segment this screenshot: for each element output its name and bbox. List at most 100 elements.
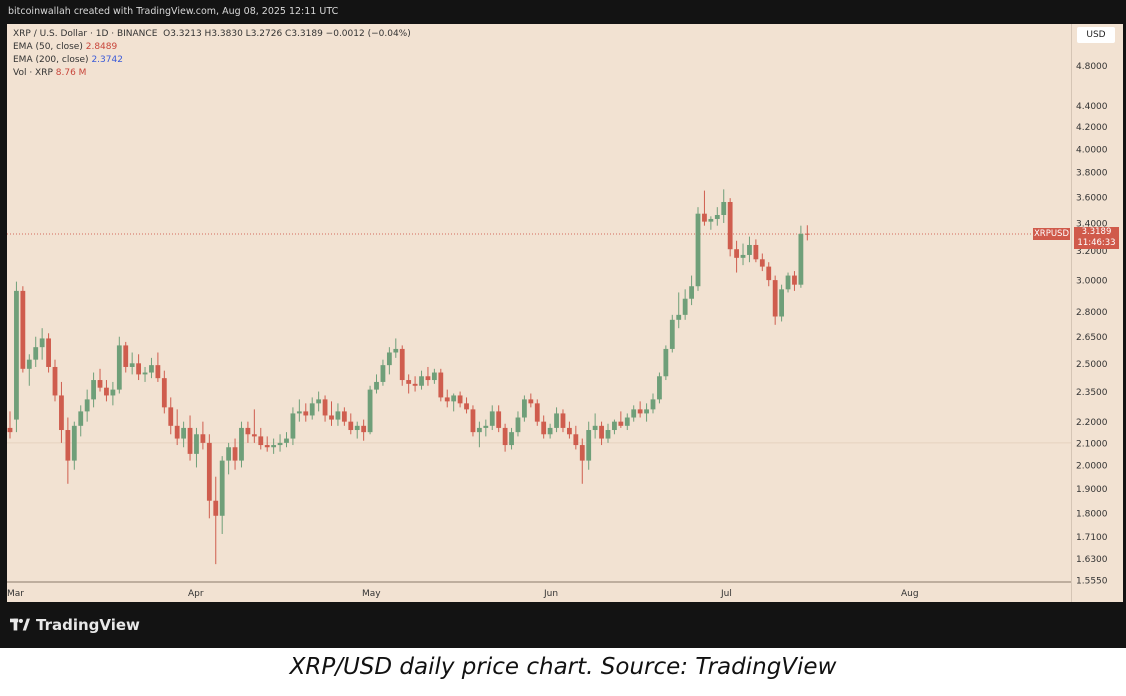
candle-body [747, 244, 752, 255]
candle-body [239, 427, 244, 461]
legend-ema200[interactable]: EMA (200, close) 2.3742 [13, 55, 123, 65]
candle-body [567, 427, 572, 435]
candle-body [284, 438, 289, 443]
x-tick-label: Apr [188, 589, 204, 599]
candle-body [406, 380, 412, 384]
candle-body [541, 421, 547, 435]
candle-body [290, 413, 296, 439]
candle-body [792, 275, 797, 285]
candle-body [695, 213, 701, 287]
candle-body [219, 460, 225, 516]
candle-body [753, 244, 759, 260]
candle-body [309, 403, 315, 416]
candle-body [689, 286, 694, 299]
last-price-tag: 3.3189 11:46:33 [1074, 227, 1119, 249]
symbol-price-label: XRPUSD [1033, 228, 1070, 240]
candle-body [33, 347, 39, 360]
candle-body [393, 348, 399, 353]
plot-area[interactable] [7, 24, 1071, 602]
candle-body [669, 319, 675, 349]
candle-body [592, 425, 598, 431]
candle-body [386, 352, 392, 366]
candle-body [245, 427, 251, 435]
y-tick-label: 1.7100 [1076, 533, 1108, 543]
candle-body [657, 376, 662, 400]
candle-body [71, 425, 77, 461]
x-tick-label: Jul [720, 589, 732, 599]
candle-body [226, 447, 232, 461]
candle-body [149, 365, 154, 373]
candle-body [419, 376, 424, 386]
x-tick-label: Aug [901, 589, 919, 599]
candle-body [78, 411, 84, 426]
candle-body [251, 434, 257, 437]
legend-ema50[interactable]: EMA (50, close) 2.8489 [13, 42, 117, 52]
y-tick-label: 4.4000 [1076, 102, 1108, 112]
y-tick-label: 1.6300 [1076, 555, 1108, 565]
candle-body [14, 290, 19, 420]
candle-body [644, 409, 649, 414]
candle-body [425, 376, 431, 381]
candle-body [721, 201, 727, 215]
candle-body [599, 425, 604, 439]
legend-volume[interactable]: Vol · XRP 8.76 M [13, 68, 86, 78]
candle-body [335, 411, 341, 420]
candle-body [637, 409, 643, 414]
candle-body [772, 280, 778, 317]
y-tick-label: 2.5000 [1076, 360, 1108, 370]
y-tick-label: 2.1000 [1076, 439, 1108, 449]
y-tick-label: 1.8000 [1076, 510, 1108, 520]
candle-body [547, 427, 553, 435]
y-tick-label: 3.4000 [1076, 219, 1108, 229]
candlestick-chart: 4.8000 4.4000 4.2000 4.0000 3.8000 3.6000 3.40… [7, 62, 1108, 599]
last-price-value: 3.3189 [1081, 227, 1112, 237]
tradingview-logo[interactable]: TradingView [10, 615, 140, 635]
tradingview-brand-text: TradingView [36, 616, 140, 634]
candle-body [470, 409, 476, 433]
legend-ema50-value: 2.8489 [85, 42, 118, 52]
candle-body [579, 445, 585, 461]
candle-body [509, 432, 514, 446]
legend-symbol-line: XRP / U.S. Dollar · 1D · BINANCE O3.3213… [13, 29, 411, 39]
y-tick-label: 1.5550 [1076, 577, 1108, 587]
candle-body [367, 389, 373, 433]
candle-body [586, 430, 592, 461]
currency-button[interactable]: USD [1077, 27, 1115, 43]
y-tick-label: 2.3500 [1076, 388, 1108, 398]
candle-body [804, 233, 810, 235]
candle-body [59, 395, 64, 431]
candle-body [174, 425, 180, 439]
tradingview-logo-icon [10, 618, 30, 631]
candle-body [129, 363, 135, 367]
candle-body [618, 421, 624, 426]
candle-body [322, 399, 328, 416]
candle-body [316, 399, 322, 404]
candle-body [116, 345, 122, 390]
chart-header-note: bitcoinwallah created with TradingView.c… [8, 6, 339, 17]
candle-body [161, 378, 167, 408]
candle-body [798, 233, 804, 285]
x-tick-label: Jun [543, 589, 558, 599]
candle-body [779, 289, 784, 317]
candle-body [624, 417, 630, 426]
candle-body [104, 387, 109, 396]
candle-body [682, 298, 688, 315]
candle-body [451, 395, 457, 402]
candle-body [232, 447, 238, 461]
candle-body [354, 425, 360, 431]
legend-ema200-label: EMA (200, close) [13, 55, 89, 65]
candle-body [194, 434, 199, 454]
candle-body [264, 445, 270, 448]
candle-body [155, 365, 161, 379]
candle-body [708, 218, 714, 222]
legend-ema200-value: 2.3742 [91, 55, 123, 65]
candle-body [361, 425, 367, 433]
candle-body [412, 383, 418, 386]
price-axis[interactable] [1071, 24, 1123, 602]
y-tick-label: 2.6500 [1076, 333, 1108, 343]
candle-body [142, 372, 148, 375]
figure-caption: XRP/USD daily price chart. Source: Tradi… [289, 654, 837, 680]
candle-body [740, 254, 746, 258]
candle-body [650, 399, 656, 410]
candle-body [348, 421, 354, 431]
